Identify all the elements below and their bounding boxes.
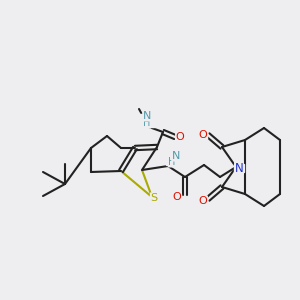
Text: O: O <box>199 130 207 140</box>
Text: H: H <box>168 157 176 167</box>
Bar <box>173 194 181 200</box>
Bar <box>176 134 184 140</box>
Text: N: N <box>143 111 151 121</box>
Text: O: O <box>176 132 184 142</box>
Text: O: O <box>172 192 182 202</box>
Bar <box>166 153 180 165</box>
Text: S: S <box>150 193 158 203</box>
Text: O: O <box>199 196 207 206</box>
Bar <box>234 164 244 172</box>
Bar <box>139 113 155 127</box>
Bar <box>199 197 207 205</box>
Text: H: H <box>143 118 151 128</box>
Bar <box>150 194 158 202</box>
Text: N: N <box>172 151 180 161</box>
Text: N: N <box>235 161 243 175</box>
Bar <box>199 131 207 139</box>
